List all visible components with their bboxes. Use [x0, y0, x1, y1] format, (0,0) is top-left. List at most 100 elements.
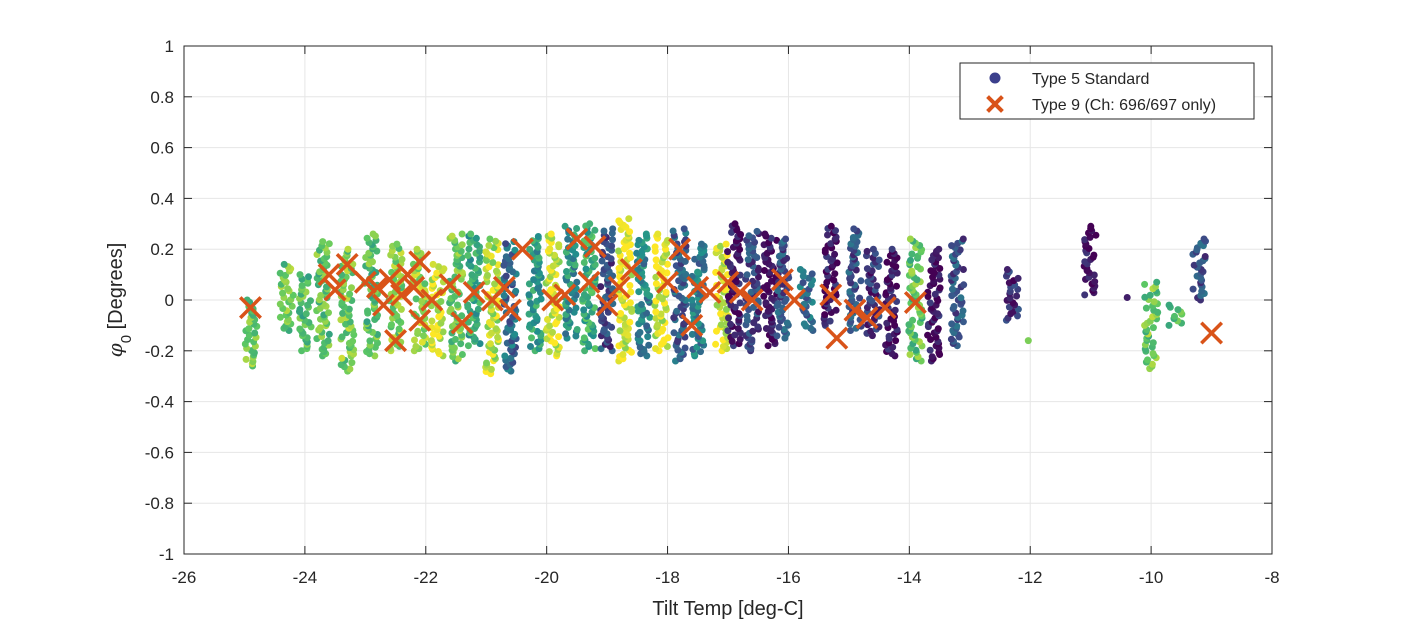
- type5-data-point: [654, 230, 662, 238]
- type9-data-point: [843, 298, 867, 322]
- type5-data-point: [454, 301, 461, 309]
- type5-data-point: [664, 334, 672, 342]
- type5-data-point: [659, 325, 667, 333]
- type5-data-point: [761, 267, 768, 274]
- type9-marker-stroke: [698, 280, 722, 304]
- type9-data-point: [698, 280, 722, 304]
- type5-data-point: [1123, 294, 1131, 301]
- type5-data-point: [888, 245, 896, 253]
- type5-data-point: [867, 327, 875, 335]
- y-tick-label: 0.6: [150, 139, 174, 158]
- y-tick-label: 1: [165, 37, 174, 56]
- type9-marker-stroke: [855, 306, 879, 330]
- legend-box: [959, 62, 1255, 120]
- type5-data-point: [502, 240, 510, 248]
- type9-marker-stroke: [402, 275, 426, 299]
- type5-data-point: [457, 340, 465, 348]
- type5-data-point: [447, 305, 455, 313]
- type5-data-point: [276, 313, 284, 321]
- type5-data-point: [936, 284, 944, 292]
- type5-data-point: [488, 329, 495, 337]
- type5-data-point: [908, 267, 916, 275]
- x-tick-label: -26: [172, 568, 197, 587]
- type9-marker-stroke: [462, 280, 486, 304]
- type9-data-point: [317, 263, 341, 287]
- type5-data-point: [824, 231, 831, 239]
- type5-data-point: [421, 280, 429, 288]
- type5-data-point: [245, 325, 253, 333]
- type5-data-point: [1014, 274, 1022, 282]
- type5-data-point: [346, 365, 354, 373]
- type5-data-point: [725, 314, 732, 322]
- type5-data-point: [437, 298, 445, 305]
- type5-data-point: [763, 282, 771, 289]
- type5-data-point: [363, 234, 371, 242]
- type9-marker-stroke: [577, 270, 601, 294]
- type5-data-point: [722, 240, 730, 248]
- type9-marker-stroke: [565, 227, 589, 251]
- y-tick-label: 0.2: [150, 240, 174, 259]
- type5-data-point: [564, 235, 572, 243]
- type5-data-point: [296, 325, 304, 333]
- type5-data-point: [643, 322, 651, 330]
- type9-marker-stroke: [317, 263, 341, 287]
- type9-marker-stroke: [686, 275, 710, 299]
- type9-marker-stroke: [438, 273, 462, 297]
- type5-data-point: [486, 340, 494, 348]
- type5-data-point: [863, 247, 871, 255]
- type5-data-point: [731, 331, 739, 339]
- type5-data-point: [652, 256, 660, 264]
- type5-data-point: [1174, 306, 1182, 314]
- type5-data-point: [883, 258, 891, 266]
- type9-marker-stroke: [450, 311, 474, 335]
- type9-marker-stroke: [420, 288, 444, 312]
- type5-data-point: [724, 327, 732, 335]
- type5-data-point: [316, 324, 324, 332]
- type9-marker-stroke: [583, 235, 607, 259]
- type5-data-point: [626, 299, 634, 307]
- type5-data-point: [546, 322, 554, 330]
- type5-data-point: [597, 283, 605, 291]
- type5-data-point: [681, 344, 689, 352]
- type5-data-point: [1200, 235, 1208, 243]
- type5-data-point: [591, 345, 599, 353]
- type5-data-point: [420, 332, 427, 340]
- type5-data-point: [251, 329, 259, 337]
- type5-data-point: [573, 225, 581, 232]
- y-axis-label-subscript: 0: [118, 335, 135, 343]
- type9-data-point: [819, 283, 843, 307]
- type5-data-point: [561, 222, 569, 230]
- type5-data-point: [891, 306, 899, 314]
- type5-data-point: [484, 271, 491, 279]
- type5-data-point: [750, 303, 757, 311]
- type5-data-point: [906, 235, 914, 243]
- type5-data-point: [635, 236, 643, 244]
- type5-data-point: [472, 234, 480, 242]
- type5-data-point: [652, 280, 660, 288]
- type5-data-point: [655, 293, 663, 301]
- y-tick-label: -0.2: [145, 342, 174, 361]
- y-tick-label: 0.4: [150, 189, 174, 208]
- type5-data-point: [1092, 231, 1100, 239]
- type9-data-point: [770, 268, 794, 292]
- type5-data-point: [1090, 251, 1098, 259]
- type5-data-point: [783, 319, 791, 327]
- type5-data-point: [464, 301, 472, 309]
- y-tick-label: -0.4: [145, 393, 174, 412]
- type5-data-point: [546, 245, 554, 253]
- y-tick-label: -1: [159, 545, 174, 564]
- type5-data-point: [440, 265, 448, 273]
- type5-data-point: [935, 245, 943, 253]
- type5-data-point: [582, 265, 590, 273]
- type5-data-point: [1081, 236, 1089, 244]
- type9-marker-stroke: [390, 283, 414, 307]
- type5-data-point: [525, 291, 533, 299]
- type5-data-point: [580, 306, 588, 314]
- type5-data-point: [411, 336, 418, 344]
- type5-data-point: [850, 225, 858, 233]
- type5-data-point: [808, 270, 816, 278]
- type5-data-point: [317, 292, 325, 299]
- type5-data-point: [1189, 285, 1197, 293]
- type5-data-point: [492, 325, 500, 333]
- type9-data-point: [541, 288, 565, 312]
